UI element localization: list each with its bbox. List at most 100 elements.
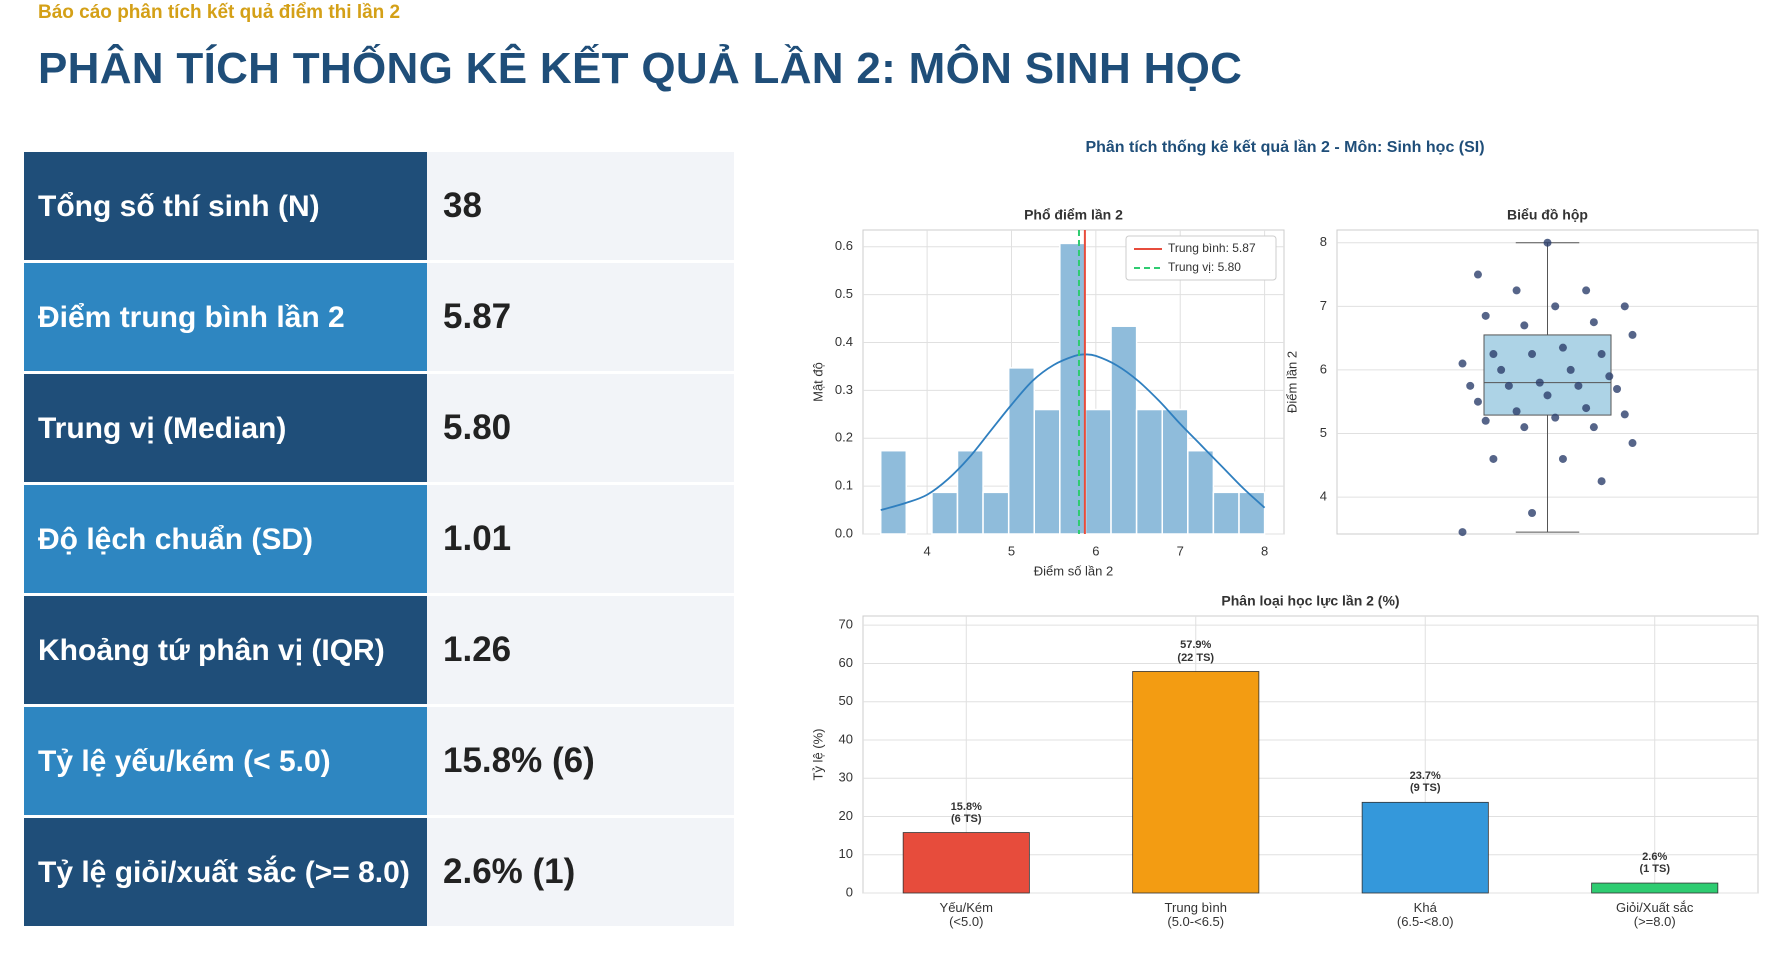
data-point [1520, 321, 1529, 330]
data-point [1543, 391, 1552, 400]
data-point [1504, 381, 1513, 390]
data-point [1473, 270, 1482, 279]
histogram-bar [931, 491, 959, 535]
row-label: Tổng số thí sinh (N) [24, 152, 427, 260]
data-point [1458, 359, 1467, 368]
y-tick-label: 6 [1320, 361, 1327, 376]
x-tick-label: 5 [1008, 543, 1015, 558]
row-value: 1.26 [427, 596, 734, 704]
data-point [1582, 286, 1591, 295]
row-label: Tỷ lệ giỏi/xuất sắc (>= 8.0) [24, 818, 427, 926]
row-value: 5.80 [427, 374, 734, 482]
report-title: PHÂN TÍCH THỐNG KÊ KẾT QUẢ LẦN 2: MÔN SI… [38, 44, 1243, 93]
data-point [1551, 413, 1560, 422]
y-axis-label: Tỷ lệ (%) [810, 729, 825, 781]
y-axis-label: Điểm lần 2 [1284, 351, 1299, 413]
y-tick-label: 20 [839, 808, 853, 823]
data-point [1582, 404, 1591, 413]
data-point [1620, 302, 1629, 311]
kde-line [880, 353, 1266, 511]
data-point [1512, 407, 1521, 416]
legend [1125, 235, 1277, 281]
x-axis-label: Điểm số lần 2 [1034, 563, 1113, 578]
histogram-bar [1110, 325, 1138, 535]
data-point [1620, 410, 1629, 419]
legend-label: Trung bình: 5.87 [1168, 241, 1256, 255]
y-tick-label: 50 [839, 693, 853, 708]
row-value: 38 [427, 152, 734, 260]
row-label: Điểm trung bình lần 2 [24, 263, 427, 371]
histogram-bar [1059, 242, 1087, 535]
table-row: Tỷ lệ yếu/kém (< 5.0) 15.8% (6) [24, 707, 734, 815]
y-tick-label: 0.6 [835, 238, 853, 253]
row-value: 1.01 [427, 485, 734, 593]
x-tick-label: 8 [1261, 543, 1268, 558]
data-point [1466, 381, 1475, 390]
histogram-bar [982, 491, 1010, 535]
y-tick-label: 0.2 [835, 430, 853, 445]
value-label: 15.8% (6 TS) [950, 800, 982, 825]
table-row: Tổng số thí sinh (N) 38 [24, 152, 734, 260]
data-point [1512, 286, 1521, 295]
chart-title: Phân loại học lực lần 2 (%) [1221, 593, 1399, 609]
legend-label: Trung vị: 5.80 [1168, 260, 1241, 274]
data-point [1497, 365, 1506, 374]
data-point [1628, 330, 1637, 339]
data-point [1528, 509, 1537, 518]
y-tick-label: 0.0 [835, 525, 853, 540]
row-value: 5.87 [427, 263, 734, 371]
bar [1591, 882, 1719, 894]
row-value: 15.8% (6) [427, 707, 734, 815]
data-point [1574, 381, 1583, 390]
row-label: Khoảng tứ phân vị (IQR) [24, 596, 427, 704]
data-point [1605, 372, 1614, 381]
histogram-bar [1238, 491, 1266, 535]
y-tick-label: 10 [839, 846, 853, 861]
data-point [1589, 318, 1598, 327]
data-point [1535, 378, 1544, 387]
y-tick-label: 60 [839, 655, 853, 670]
data-point [1628, 439, 1637, 448]
value-label: 2.6% (1 TS) [1639, 851, 1670, 876]
y-tick-label: 8 [1320, 234, 1327, 249]
data-point [1489, 454, 1498, 463]
x-tick-label: 7 [1177, 543, 1184, 558]
data-point [1597, 350, 1606, 359]
data-point [1566, 365, 1575, 374]
data-point [1589, 423, 1598, 432]
bar [1132, 671, 1260, 894]
x-tick-label: Khá (6.5-<8.0) [1396, 900, 1454, 930]
y-tick-label: 40 [839, 731, 853, 746]
data-point [1458, 528, 1467, 537]
x-tick-label: Yếu/Kém (<5.0) [939, 900, 994, 930]
histogram-bar [956, 449, 984, 535]
table-row: Tỷ lệ giỏi/xuất sắc (>= 8.0) 2.6% (1) [24, 818, 734, 926]
data-point [1520, 423, 1529, 432]
table-row: Độ lệch chuẩn (SD) 1.01 [24, 485, 734, 593]
y-tick-label: 0.5 [835, 286, 853, 301]
data-point [1558, 343, 1567, 352]
data-point [1473, 397, 1482, 406]
value-label: 23.7% (9 TS) [1409, 770, 1441, 795]
y-axis-label: Mật độ [810, 362, 825, 402]
data-point [1489, 350, 1498, 359]
y-tick-label: 4 [1320, 489, 1327, 504]
box [1483, 334, 1612, 416]
y-tick-label: 7 [1320, 298, 1327, 313]
data-point [1543, 238, 1552, 247]
row-value: 2.6% (1) [427, 818, 734, 926]
histogram-bar [1161, 408, 1189, 535]
stats-table: Tổng số thí sinh (N) 38 Điểm trung bình lầ… [24, 152, 734, 929]
bar [1361, 801, 1489, 894]
value-label: 57.9% (22 TS) [1177, 639, 1215, 664]
y-tick-label: 5 [1320, 425, 1327, 440]
report-subtitle: Báo cáo phân tích kết quả điểm thi lần 2 [38, 2, 401, 23]
x-tick-label: Trung bình (5.0-<6.5) [1164, 900, 1227, 930]
table-row: Khoảng tứ phân vị (IQR) 1.26 [24, 596, 734, 704]
x-tick-label: 6 [1092, 543, 1099, 558]
data-point [1558, 454, 1567, 463]
row-label: Độ lệch chuẩn (SD) [24, 485, 427, 593]
chart-title: Phổ điểm lần 2 [1024, 207, 1123, 223]
